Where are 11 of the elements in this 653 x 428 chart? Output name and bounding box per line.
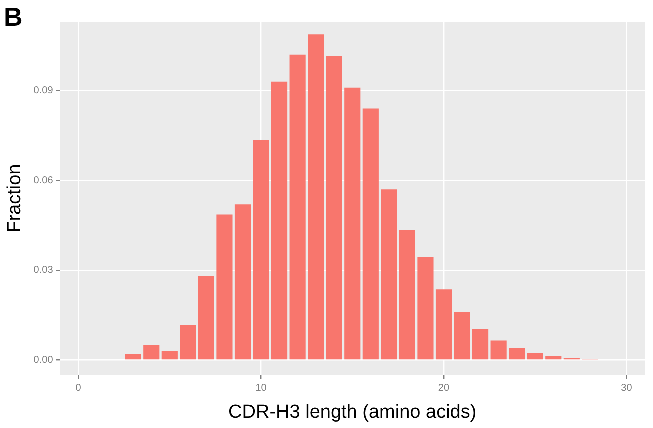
y-tick-label: 0.03 bbox=[34, 265, 54, 276]
x-tick-label: 10 bbox=[256, 382, 268, 394]
y-tick-label: 0.09 bbox=[34, 86, 54, 97]
text: B bbox=[4, 2, 23, 33]
x-tick-label: 30 bbox=[621, 382, 633, 394]
y-tick-label: 0.06 bbox=[34, 175, 54, 186]
y-axis-title: Fraction bbox=[4, 164, 26, 233]
x-axis-title: CDR-H3 length (amino acids) bbox=[228, 402, 477, 423]
x-tick-label: 0 bbox=[76, 382, 82, 394]
y-tick-label: 0.00 bbox=[34, 354, 54, 366]
x-tick-label: 20 bbox=[438, 382, 450, 394]
